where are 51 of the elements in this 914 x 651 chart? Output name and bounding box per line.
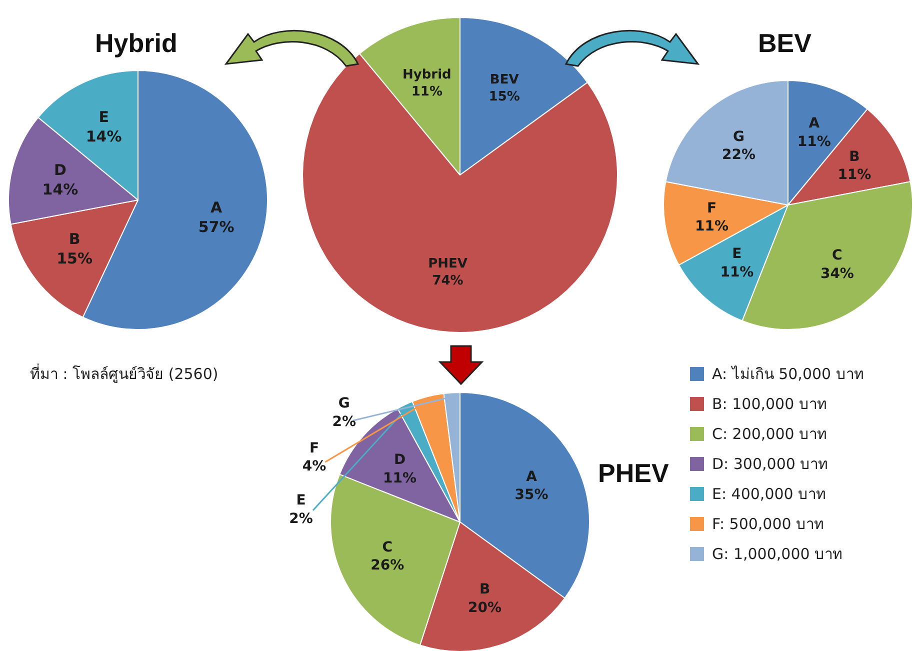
data-label: 2% [332, 414, 356, 430]
slice-label: G [338, 396, 350, 412]
category-label: A: ไม่เกิน 50,000 บาท [712, 364, 864, 385]
category-label: E: 400,000 บาท [712, 484, 826, 505]
slice-label: A [526, 468, 538, 485]
slice-label: G [733, 128, 745, 145]
text: PHEV [598, 458, 669, 489]
chart-title: Hybrid [95, 28, 178, 59]
slice-label: C [832, 248, 842, 264]
slice-label: F [309, 440, 320, 456]
slice-label: E [98, 108, 109, 126]
data-label: 14% [86, 128, 122, 146]
text: ที่มา : โพลล์ศูนย์วิจัย (2560) [30, 362, 218, 385]
data-label: 35% [514, 486, 548, 503]
data-label: 15% [56, 250, 93, 268]
chart-title: BEV [758, 28, 812, 59]
data-label: 57% [198, 218, 234, 236]
data-label: 11% [838, 167, 872, 184]
data-label: 2% [289, 510, 313, 527]
data-label: 11% [695, 218, 729, 235]
category-label: D: 300,000 บาท [712, 454, 828, 475]
data-label: 4% [302, 458, 326, 475]
slice-label: E [296, 492, 306, 509]
data-label: 14% [42, 180, 78, 198]
category-label: F: 500,000 บาท [712, 514, 824, 535]
data-label: 11% [383, 470, 417, 486]
data-label: 11% [411, 84, 442, 100]
slice-label: E [732, 246, 742, 262]
slice-label: A [808, 116, 820, 132]
slice-label: D [54, 160, 66, 179]
data-label: 34% [820, 266, 854, 282]
slice-label: B [849, 148, 860, 165]
category-label: G: 1,000,000 บาท [712, 544, 843, 565]
slice-label: A [210, 198, 223, 216]
slice-label: F [706, 200, 717, 216]
data-label: 22% [722, 146, 756, 163]
slice-label: B [68, 230, 80, 248]
slice-label: BEV [490, 72, 519, 88]
slice-label: B [479, 582, 490, 598]
data-label: 15% [488, 89, 520, 104]
data-label: 20% [468, 600, 502, 616]
slice-label: D [394, 452, 406, 468]
category-label: C: 200,000 บาท [712, 424, 828, 445]
data-label: 11% [797, 134, 831, 150]
slice-label: PHEV [428, 256, 468, 272]
data-label: 26% [370, 558, 404, 574]
category-label: B: 100,000 บาท [712, 394, 827, 415]
slice-label: Hybrid [402, 68, 452, 83]
slice-label: C [382, 539, 392, 556]
data-label: 11% [720, 264, 754, 280]
data-label: 74% [432, 273, 464, 288]
